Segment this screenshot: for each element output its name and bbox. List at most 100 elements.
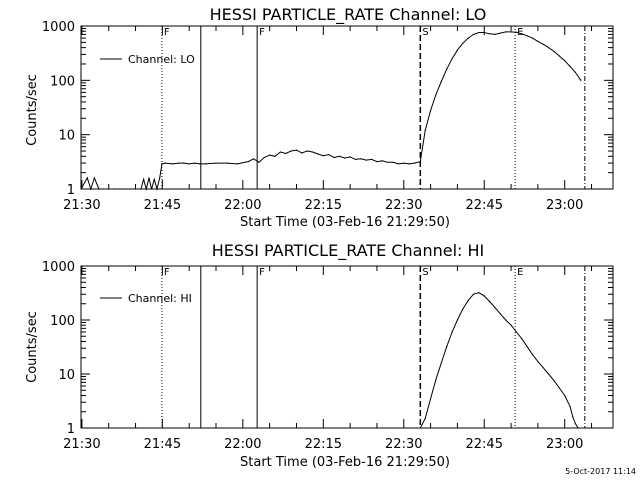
data-point: [440, 362, 442, 364]
panel-hi-xlabel: Start Time (03-Feb-16 21:29:50): [240, 455, 450, 470]
data-point: [478, 31, 480, 34]
data-point: [542, 43, 544, 45]
data-point: [113, 188, 115, 190]
data-point: [194, 162, 196, 164]
data-point: [553, 50, 555, 53]
data-point: [295, 149, 298, 151]
data-point: [247, 161, 249, 163]
data-point: [521, 338, 523, 340]
data-point: [494, 307, 496, 309]
data-point: [143, 178, 145, 180]
event-marker-label: F: [259, 267, 265, 278]
event-marker-label: F: [259, 27, 265, 38]
data-point: [413, 162, 416, 164]
data-point: [365, 159, 367, 161]
data-point: [328, 154, 330, 156]
x-tick-label: 21:30: [63, 198, 100, 213]
event-marker-label: E: [517, 267, 523, 278]
data-point: [574, 71, 577, 73]
data-point: [478, 292, 480, 294]
data-point: [263, 156, 265, 159]
data-point: [93, 177, 95, 179]
panel-lo-legend-label: Channel: LO: [128, 53, 195, 66]
data-point: [531, 37, 534, 39]
data-point: [483, 31, 485, 34]
data-point: [521, 33, 523, 35]
data-point: [118, 188, 120, 190]
panel-lo-ylabel: Counts/sec: [25, 74, 40, 146]
event-marker-label: E: [517, 27, 523, 38]
data-point: [467, 299, 469, 302]
data-point: [108, 188, 110, 190]
x-tick-label: 23:00: [546, 198, 583, 213]
panel-lo-title: HESSI PARTICLE_RATE Channel: LO: [210, 5, 487, 25]
data-point: [569, 405, 571, 408]
data-point: [483, 295, 485, 297]
data-point: [505, 319, 507, 321]
data-point: [451, 331, 453, 333]
data-point: [86, 177, 88, 179]
data-point: [354, 158, 357, 160]
data-point: [558, 55, 561, 57]
data-point: [435, 93, 437, 95]
x-tick-label: 21:30: [63, 437, 100, 452]
data-point: [446, 68, 448, 70]
data-point: [129, 188, 131, 190]
data-point: [148, 177, 150, 179]
x-tick-label: 22:30: [385, 437, 422, 452]
panel-hi-data: [419, 292, 579, 429]
data-point: [548, 47, 550, 49]
x-tick-label: 22:15: [305, 198, 342, 213]
panel-lo-legend: Channel: LO: [100, 53, 195, 66]
data-point: [456, 319, 458, 321]
data-point: [183, 162, 185, 164]
data-point: [134, 188, 137, 190]
data-point: [472, 293, 475, 295]
data-point: [515, 31, 518, 33]
plot-frame: [80, 265, 614, 429]
data-point: [156, 188, 158, 190]
data-point: [569, 65, 571, 68]
data-point: [290, 150, 292, 152]
data-point: [172, 163, 174, 165]
data-point: [102, 188, 104, 190]
data-point: [526, 346, 528, 348]
x-tick-label: 22:45: [466, 437, 503, 452]
data-point: [430, 398, 432, 400]
x-tick-label: 22:15: [305, 437, 342, 452]
data-point: [269, 154, 271, 156]
data-point: [301, 152, 303, 154]
data-point: [274, 155, 276, 157]
data-point: [392, 161, 394, 163]
data-point: [499, 32, 501, 34]
panel-lo-data: [80, 31, 582, 191]
data-point: [360, 158, 362, 160]
event-marker-label: F: [164, 267, 170, 278]
data-point: [580, 79, 582, 81]
event-marker-label: S: [422, 27, 428, 38]
data-point: [446, 346, 448, 348]
data-point: [204, 163, 206, 165]
y-tick-label: 1: [67, 183, 75, 198]
data-point: [164, 162, 166, 164]
data-point: [419, 427, 421, 429]
data-point: [553, 380, 555, 382]
data-point: [537, 361, 539, 363]
data-point: [397, 163, 399, 165]
panel-lo-xlabel: Start Time (03-Feb-16 21:29:50): [240, 215, 450, 230]
data-point: [403, 162, 405, 164]
data-point: [236, 163, 239, 165]
data-point: [531, 353, 534, 356]
event-marker-label: F: [164, 27, 170, 38]
data-point: [542, 367, 544, 369]
data-point: [98, 188, 100, 190]
data-point: [381, 160, 383, 162]
data-point: [408, 163, 410, 165]
data-point: [510, 31, 512, 33]
data-point: [90, 188, 92, 190]
y-tick-label: 1: [67, 422, 75, 437]
y-tick-label: 10: [58, 368, 75, 383]
data-point: [526, 35, 528, 37]
x-tick-label: 22:45: [466, 198, 503, 213]
x-tick-label: 22:30: [385, 198, 422, 213]
